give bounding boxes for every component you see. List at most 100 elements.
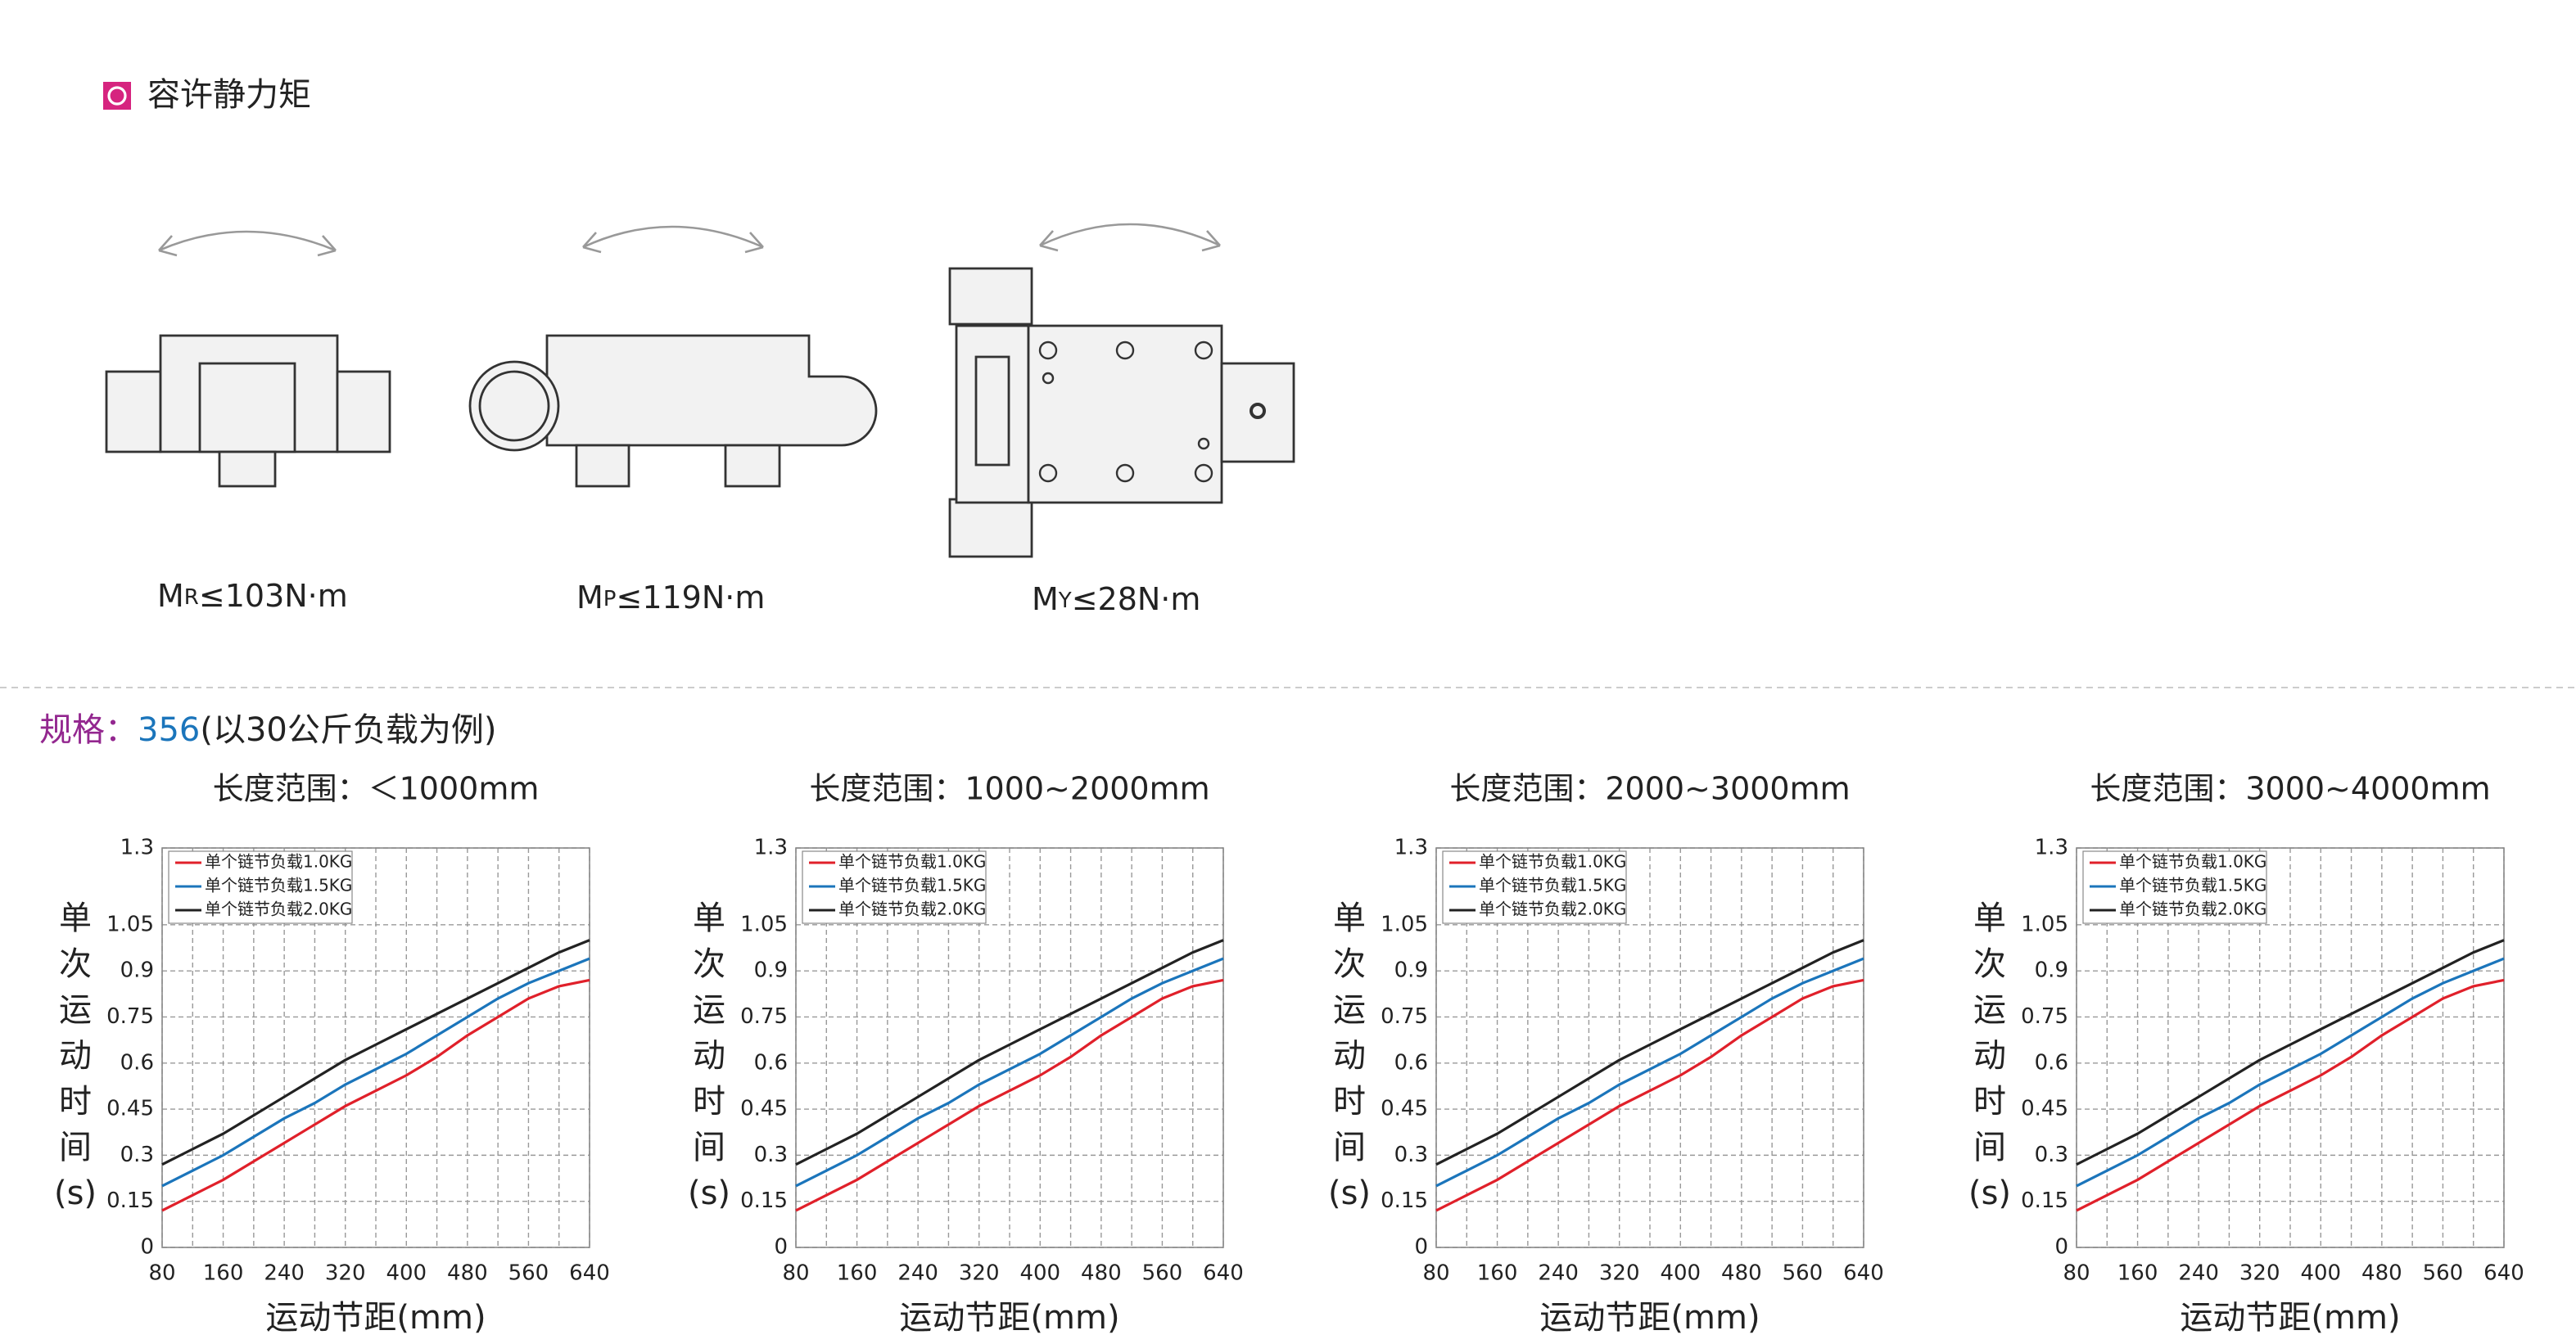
y-axis-label: 时 — [1973, 1083, 2006, 1121]
symbol: M — [1032, 581, 1059, 617]
y-axis-label: 时 — [59, 1083, 92, 1121]
chart-title: 长度范围：3000~4000mm — [2090, 771, 2490, 807]
x-tick-label: 400 — [1660, 1261, 1701, 1286]
y-tick-label: 1.05 — [740, 912, 788, 936]
legend-label: 单个链节负载2.0KG — [205, 900, 352, 919]
rotation-arrow — [158, 230, 337, 257]
y-axis-label: (s) — [1328, 1175, 1371, 1212]
x-tick-label: 80 — [2063, 1261, 2090, 1286]
y-axis-label: 时 — [1333, 1083, 1366, 1121]
foot — [218, 450, 277, 488]
x-tick-label: 400 — [2300, 1261, 2341, 1286]
plot-frame — [2076, 847, 2505, 1248]
y-tick-label: 0.6 — [120, 1050, 154, 1075]
series-line — [795, 957, 1224, 1188]
series-line — [795, 978, 1224, 1212]
y-axis-label: 动 — [1333, 1037, 1366, 1075]
y-tick-label: 0.9 — [754, 958, 788, 983]
y-tick-label: 0 — [1414, 1235, 1428, 1260]
moment-label: MR≤103N·m — [157, 578, 348, 614]
hole — [1038, 463, 1058, 483]
chart-title: 长度范围：＜1000mm — [213, 771, 540, 807]
x-tick-label: 320 — [2239, 1261, 2280, 1286]
y-tick-label: 0.9 — [120, 958, 154, 983]
series-line — [161, 978, 590, 1212]
x-tick-label: 240 — [1538, 1261, 1579, 1286]
side-block — [336, 370, 391, 453]
legend-label: 单个链节负载1.0KG — [205, 852, 352, 872]
legend-label: 单个链节负载1.5KG — [205, 876, 352, 895]
y-axis-label: 次 — [1333, 945, 1366, 983]
series-line — [795, 939, 1224, 1166]
y-axis-label: 运 — [59, 991, 92, 1029]
hole — [1194, 463, 1213, 483]
y-axis-label: 次 — [59, 945, 92, 983]
series-line — [1435, 978, 1864, 1212]
spec-note: (以30公斤负载为例) — [200, 711, 496, 749]
x-tick-label: 320 — [325, 1261, 366, 1286]
value: ≤103N·m — [199, 578, 348, 614]
y-tick-label: 0.6 — [2035, 1050, 2068, 1075]
hole — [1042, 372, 1055, 385]
moment-label: MY≤28N·m — [1032, 581, 1200, 617]
y-tick-label: 1.3 — [1394, 836, 1428, 860]
chart-title: 长度范围：1000~2000mm — [809, 771, 1209, 807]
y-axis-label: 动 — [693, 1037, 725, 1075]
y-tick-label: 1.05 — [2021, 912, 2068, 936]
hole — [1038, 341, 1058, 360]
header-icon-ring — [107, 86, 127, 106]
x-tick-label: 560 — [1142, 1261, 1183, 1286]
spec-line: 规格：356(以30公斤负载为例) — [39, 711, 496, 749]
y-axis-label: 间 — [693, 1129, 725, 1166]
y-tick-label: 0.6 — [754, 1050, 788, 1075]
rotation-arrow — [582, 225, 764, 254]
y-tick-label: 0.75 — [106, 1004, 154, 1029]
x-tick-label: 80 — [782, 1261, 809, 1286]
chart-title: 长度范围：2000~3000mm — [1449, 771, 1850, 807]
y-axis-label: 次 — [1973, 945, 2006, 983]
x-tick-label: 160 — [1477, 1261, 1518, 1286]
x-tick-label: 400 — [1019, 1261, 1060, 1286]
series-line — [161, 939, 590, 1166]
y-tick-label: 1.3 — [2035, 836, 2068, 860]
series-line — [2076, 939, 2505, 1166]
foot — [724, 444, 781, 488]
y-tick-label: 0.9 — [2035, 958, 2068, 983]
block — [948, 498, 1033, 558]
plot-frame — [161, 847, 590, 1248]
y-axis-label: 时 — [693, 1083, 725, 1121]
y-tick-label: 0.15 — [2021, 1188, 2068, 1213]
x-tick-label: 480 — [447, 1261, 488, 1286]
y-axis-label: 动 — [1973, 1037, 2006, 1075]
header-icon — [103, 82, 131, 110]
value: ≤28N·m — [1072, 581, 1201, 617]
y-tick-label: 0.45 — [106, 1097, 154, 1121]
x-axis-label: 运动节距(mm) — [265, 1299, 486, 1337]
spec-model: 356 — [138, 711, 200, 749]
x-tick-label: 480 — [1721, 1261, 1762, 1286]
holes — [1038, 341, 1213, 483]
value: ≤119N·m — [616, 580, 765, 616]
x-tick-label: 560 — [2423, 1261, 2464, 1286]
series-line — [2076, 978, 2505, 1212]
y-tick-label: 0.3 — [120, 1143, 154, 1167]
x-tick-label: 480 — [1081, 1261, 1122, 1286]
inner — [198, 362, 296, 453]
y-tick-label: 0.3 — [754, 1143, 788, 1167]
symbol: M — [576, 580, 603, 616]
x-tick-label: 240 — [2178, 1261, 2219, 1286]
moment-label: MP≤119N·m — [576, 580, 765, 616]
x-tick-label: 640 — [1203, 1261, 1244, 1286]
x-axis-label: 运动节距(mm) — [1539, 1299, 1760, 1337]
y-tick-label: 1.05 — [1381, 912, 1428, 936]
y-axis-label: 单 — [693, 900, 725, 937]
y-tick-label: 0.6 — [1394, 1050, 1428, 1075]
y-axis-label: 间 — [1333, 1129, 1366, 1166]
x-tick-label: 160 — [2117, 1261, 2158, 1286]
x-tick-label: 640 — [569, 1261, 610, 1286]
y-tick-label: 0.45 — [2021, 1097, 2068, 1121]
y-tick-label: 0 — [2054, 1235, 2068, 1260]
x-axis-label: 运动节距(mm) — [899, 1299, 1119, 1337]
